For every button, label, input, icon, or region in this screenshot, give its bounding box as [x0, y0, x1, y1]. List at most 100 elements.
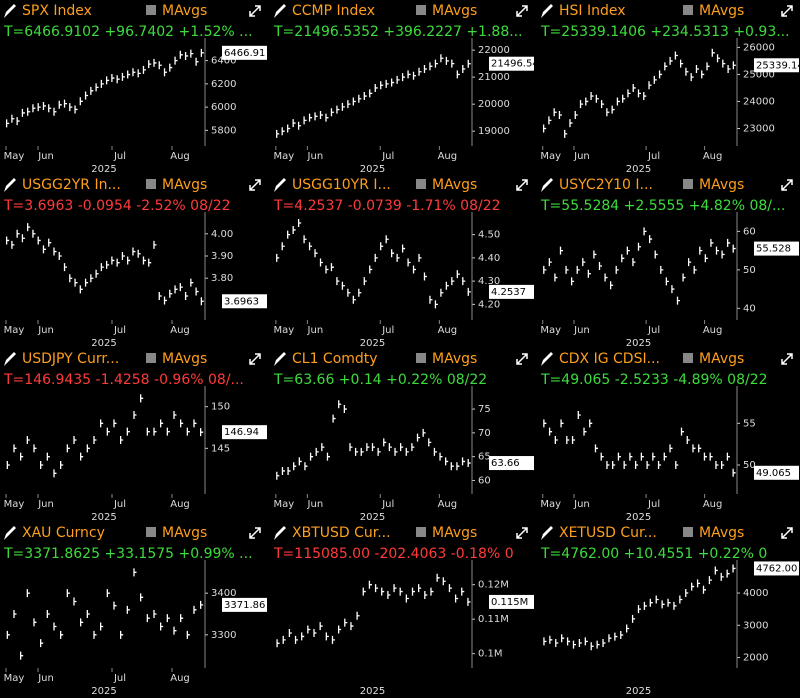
pencil-icon[interactable] — [274, 178, 286, 192]
pencil-icon[interactable] — [274, 4, 286, 18]
y-tick-label: 145 — [211, 443, 230, 454]
price-bar — [301, 632, 305, 641]
legend-label[interactable]: MAvgs — [162, 351, 207, 367]
expand-icon[interactable] — [781, 179, 793, 191]
expand-icon[interactable] — [516, 5, 528, 17]
expand-icon[interactable] — [516, 353, 528, 365]
stats-line: T=3.6963 -0.0954 -2.52% 08/22 — [3, 198, 231, 214]
pencil-icon[interactable] — [541, 352, 553, 366]
price-bar — [620, 630, 624, 639]
expand-icon[interactable] — [249, 179, 261, 191]
legend-swatch[interactable] — [146, 353, 156, 363]
price-bar — [338, 400, 342, 409]
price-bar — [674, 51, 678, 60]
chart-title[interactable]: CDX IG CDSI... — [559, 351, 660, 367]
legend-swatch[interactable] — [416, 527, 426, 537]
expand-icon[interactable] — [781, 527, 793, 539]
price-bar — [90, 86, 94, 95]
legend-swatch[interactable] — [146, 5, 156, 15]
chart-title[interactable]: CL1 Comdty — [292, 351, 378, 367]
price-bar — [27, 107, 31, 116]
legend-swatch[interactable] — [683, 179, 693, 189]
legend-label[interactable]: MAvgs — [162, 525, 207, 541]
x-tick-label: May — [274, 325, 295, 336]
pencil-icon[interactable] — [274, 526, 286, 540]
chart-title[interactable]: HSI Index — [559, 3, 626, 19]
price-bar — [153, 427, 157, 436]
price-bar — [356, 611, 360, 620]
legend-swatch[interactable] — [146, 527, 156, 537]
chart-title[interactable]: CCMP Index — [292, 3, 375, 19]
price-bar — [276, 253, 280, 262]
expand-icon[interactable] — [516, 179, 528, 191]
expand-icon[interactable] — [249, 353, 261, 365]
price-bar — [631, 614, 636, 623]
y-tick-label: 23000 — [743, 123, 775, 134]
y-tick-label: 19000 — [478, 126, 510, 137]
price-bar — [726, 238, 731, 247]
legend-swatch[interactable] — [683, 5, 693, 15]
chart-title[interactable]: XAU Curncy — [22, 525, 105, 541]
x-tick-label: May — [540, 499, 561, 510]
price-bar — [720, 572, 724, 581]
last-value-label: 55.528 — [756, 244, 791, 255]
legend-label[interactable]: MAvgs — [432, 351, 477, 367]
y-tick-label: 75 — [478, 404, 491, 415]
legend-swatch[interactable] — [416, 5, 426, 15]
legend-label[interactable]: MAvgs — [432, 525, 477, 541]
pencil-icon[interactable] — [541, 4, 553, 18]
chart-panel: XAU Curncy MAvgs T=3371.8625 +33.1575 +0.9… — [3, 525, 267, 697]
chart-title[interactable]: XBTUSD Cur... — [292, 525, 391, 541]
chart-title[interactable]: XETUSD Cur... — [559, 525, 657, 541]
pencil-icon[interactable] — [541, 178, 553, 192]
price-bar — [405, 594, 409, 603]
legend-label[interactable]: MAvgs — [699, 525, 744, 541]
pencil-icon[interactable] — [4, 526, 16, 540]
pencil-icon[interactable] — [4, 178, 16, 192]
price-bar — [732, 61, 736, 70]
chart-title[interactable]: USGG10YR I... — [292, 177, 391, 193]
price-bar — [416, 433, 421, 442]
expand-icon[interactable] — [781, 5, 793, 17]
legend-swatch[interactable] — [683, 527, 693, 537]
legend-swatch[interactable] — [146, 179, 156, 189]
price-bar — [336, 105, 340, 114]
legend-label[interactable]: MAvgs — [432, 3, 477, 19]
price-bar — [343, 405, 347, 414]
legend-label[interactable]: MAvgs — [162, 177, 207, 193]
price-bar — [380, 242, 384, 251]
chart-title[interactable]: USYC2Y10 I... — [559, 177, 653, 193]
legend-swatch[interactable] — [416, 179, 426, 189]
pencil-icon[interactable] — [4, 352, 16, 366]
expand-icon[interactable] — [781, 353, 793, 365]
price-bar — [570, 277, 575, 286]
price-bar — [127, 256, 131, 265]
expand-icon[interactable] — [516, 527, 528, 539]
legend-label[interactable]: MAvgs — [699, 351, 744, 367]
legend-label[interactable]: MAvgs — [162, 3, 207, 19]
expand-icon[interactable] — [249, 527, 261, 539]
price-bar — [48, 238, 52, 247]
price-bar — [90, 274, 94, 283]
price-bar — [653, 75, 657, 84]
legend-swatch[interactable] — [683, 353, 693, 363]
last-value-box — [489, 456, 534, 471]
last-value-box — [754, 465, 799, 480]
chart-title[interactable]: USDJPY Curr... — [22, 351, 119, 367]
chart-title[interactable]: SPX Index — [22, 3, 92, 19]
legend-label[interactable]: MAvgs — [432, 177, 477, 193]
price-bar — [380, 81, 384, 90]
legend-label[interactable]: MAvgs — [699, 177, 744, 193]
price-bar — [660, 265, 664, 274]
price-bar — [732, 468, 736, 477]
price-bar — [706, 62, 710, 71]
pencil-icon[interactable] — [274, 352, 286, 366]
pencil-icon[interactable] — [4, 4, 16, 18]
legend-swatch[interactable] — [416, 353, 426, 363]
chart-title[interactable]: USGG2YR In... — [22, 177, 121, 193]
legend-label[interactable]: MAvgs — [699, 3, 744, 19]
pencil-icon[interactable] — [541, 526, 553, 540]
x-year-label: 2025 — [91, 338, 116, 349]
expand-icon[interactable] — [249, 5, 261, 17]
x-year-label: 2025 — [360, 686, 385, 697]
